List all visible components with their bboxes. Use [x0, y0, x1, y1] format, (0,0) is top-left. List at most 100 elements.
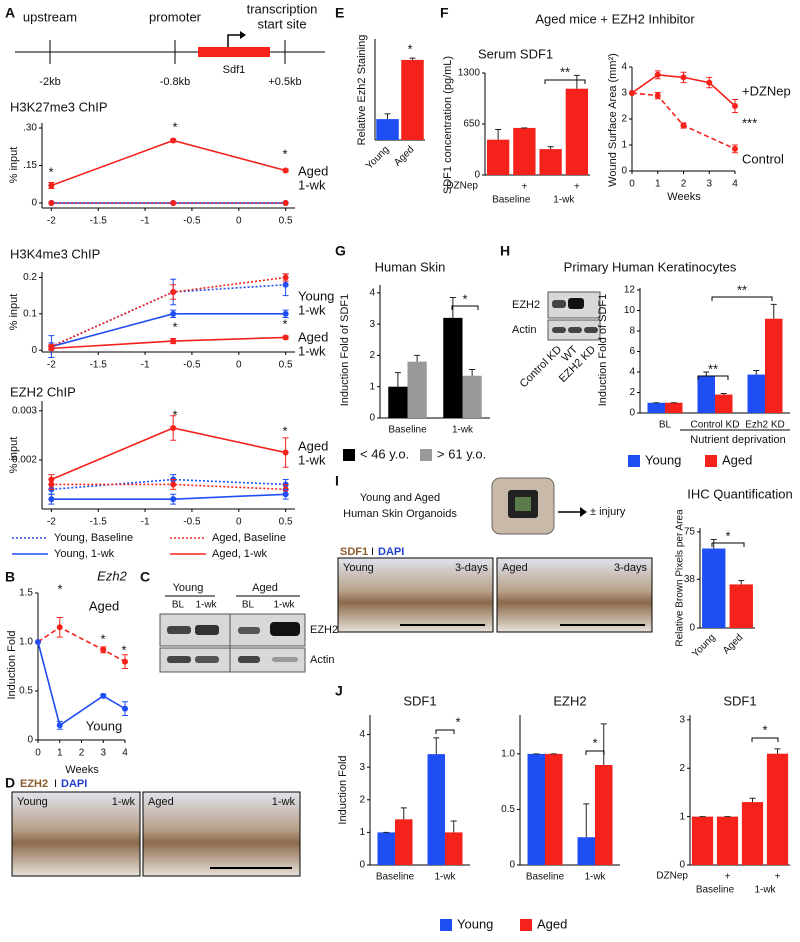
legend-label: Young, 1-wk [54, 548, 115, 560]
gene-label: promoter [149, 9, 202, 24]
organoid-panel: Young and Aged Human Skin Organoids ± in… [337, 477, 653, 633]
y-tick-label: 2 [369, 350, 375, 361]
chart-title: Ezh2 [97, 568, 127, 583]
y-axis-label: SDF1 concentration (pg/mL) [442, 56, 454, 194]
error-bar [720, 393, 727, 395]
data-point [170, 200, 177, 206]
data-point [282, 274, 289, 281]
y-tick-label: 3 [679, 714, 685, 725]
blot-band [584, 327, 598, 333]
y-tick-label: 0 [679, 860, 685, 871]
series-label: +DZNep [742, 83, 791, 98]
x-tick-label: Ezh2 KD [745, 420, 784, 431]
series-line [51, 276, 286, 348]
bar [539, 149, 562, 175]
data-point [48, 496, 55, 503]
legend-swatch [343, 449, 355, 461]
annotation: * [121, 642, 126, 657]
data-point [680, 122, 687, 129]
chart-title: EZH2 [553, 693, 586, 708]
bar [766, 753, 789, 865]
panel-letter: G [335, 243, 346, 259]
y-tick-label: 3 [359, 762, 365, 773]
x-tick-label: 0.5 [279, 216, 293, 227]
data-point [100, 692, 107, 699]
x-tick-label: -1 [141, 360, 150, 371]
legend-swatch [420, 449, 432, 461]
x-tick-label: 0 [35, 748, 41, 759]
x-tick-label: 0 [236, 517, 242, 528]
bar [527, 753, 545, 865]
x-tick-label: 2 [79, 748, 85, 759]
y-tick-label: 0.1 [23, 308, 37, 319]
error-bar [400, 807, 407, 820]
bar [513, 127, 536, 175]
x-tick-label: -1 [141, 517, 150, 528]
y-tick-label: 0 [621, 166, 627, 177]
annotation: * [462, 291, 467, 306]
legend-label: Young [457, 916, 493, 931]
gene-label: +0.5kb [268, 76, 301, 88]
bar [702, 548, 726, 628]
legend-label: Aged, 1-wk [212, 548, 268, 560]
blot-label: EZH2 [512, 299, 540, 311]
legend-label: Young [645, 452, 681, 467]
blot-label: Control KD [518, 344, 565, 391]
y-axis-label: Relative Brown Pixels per Area [675, 509, 686, 647]
y-tick-label: 2 [629, 387, 635, 398]
series-line [631, 92, 736, 150]
y-tick-label: 0.2 [23, 272, 37, 283]
gene-label: -2kb [39, 76, 60, 88]
legend-swatch [520, 919, 532, 931]
bar [691, 816, 714, 865]
legend-label: < 46 y.o. [360, 446, 409, 461]
error-bar [710, 539, 717, 549]
legend-label: > 61 y.o. [437, 446, 486, 461]
group-label: Baseline [696, 885, 735, 896]
blot-band [238, 656, 260, 663]
group-label: Baseline [492, 195, 531, 206]
blot-label: EZH2 [310, 624, 338, 636]
micrograph [337, 557, 494, 633]
error-bar [738, 580, 745, 585]
y-tick-label: 75 [684, 526, 696, 537]
annotation: ** [708, 361, 718, 376]
y-tick-label: 4 [629, 367, 635, 378]
bar [376, 119, 399, 140]
data-point [654, 92, 661, 99]
annotation: * [725, 528, 730, 543]
data-point [282, 200, 289, 206]
y-tick-label: 4 [621, 62, 627, 73]
bar [445, 832, 463, 865]
data-point [170, 496, 177, 503]
micrograph [496, 557, 653, 633]
chart-title: H3K27me3 ChIP [10, 99, 108, 114]
y-axis-label: Induction Fold of SDF1 [597, 294, 609, 407]
data-point [170, 481, 177, 488]
bar [765, 318, 783, 413]
bar [443, 317, 463, 418]
image-label: 3-days [614, 562, 648, 574]
y-axis-label: Wound Surface Area (mm²) [607, 53, 619, 187]
significance-bracket [585, 750, 605, 755]
annotation: 1-wk [298, 452, 326, 467]
annotation: * [407, 41, 412, 56]
x-tick-label: 0.5 [279, 360, 293, 371]
panel-subtitle: Human Skin Organoids [343, 508, 457, 520]
group-label: 1-wk [754, 885, 776, 896]
error-bar [600, 723, 607, 765]
annotation: * [172, 119, 177, 134]
annotation: 1-wk [298, 177, 326, 192]
panel-letter: D [5, 775, 15, 791]
data-point [35, 639, 41, 645]
x-tick-label: -0.5 [183, 517, 201, 528]
panel-letter: J [335, 683, 343, 699]
blot-band [552, 300, 566, 308]
y-tick-label: 6 [629, 346, 635, 357]
x-tick-label: 0.5 [279, 517, 293, 528]
x-tick-label: + [725, 872, 731, 883]
data-point [170, 310, 177, 317]
x-tick-label: -1.5 [90, 517, 108, 528]
x-tick-label: 1-wk [452, 425, 474, 436]
